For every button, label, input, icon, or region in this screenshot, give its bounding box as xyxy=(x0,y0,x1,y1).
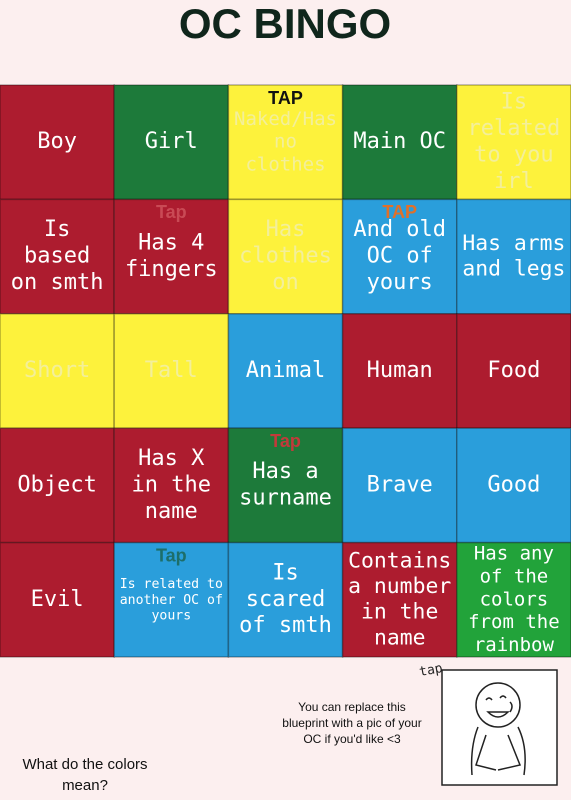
tap-label: Tap xyxy=(270,431,301,451)
cell-text: Animal xyxy=(246,358,325,383)
cell-text: colors xyxy=(480,588,549,610)
note-line: OC if you'd like <3 xyxy=(303,732,401,746)
title: OC BINGO xyxy=(179,0,391,47)
bingo-cell xyxy=(341,198,458,315)
cell-text: Boy xyxy=(37,129,77,154)
cell-text: Has xyxy=(266,217,306,242)
bingo-cell xyxy=(456,198,571,315)
cell-text: no xyxy=(274,131,297,153)
cell-text: yours xyxy=(367,270,433,295)
bingo-cell xyxy=(0,84,115,201)
cell-text: Girl xyxy=(145,129,198,154)
cell-text: on xyxy=(272,270,299,295)
cell-text: Main OC xyxy=(353,129,446,154)
cell-text: fingers xyxy=(125,257,218,282)
cell-text: Good xyxy=(487,472,540,497)
cell-text: based xyxy=(24,244,90,269)
cell-text: Is xyxy=(501,90,528,115)
cell-text: Evil xyxy=(31,587,84,612)
bingo-cell xyxy=(113,427,230,544)
bingo-cell xyxy=(227,198,344,315)
cell-text: yours xyxy=(151,609,191,624)
cell-text: Is related to xyxy=(120,577,223,592)
cell-text: related xyxy=(468,116,561,141)
cell-text: of smth xyxy=(239,613,332,638)
cell-text: OC of xyxy=(367,244,433,269)
note-line: blueprint with a pic of your xyxy=(282,716,421,730)
cell-text: from the xyxy=(468,611,560,633)
bingo-cell xyxy=(0,198,115,315)
bingo-cell xyxy=(0,541,115,658)
cell-text: in the xyxy=(361,600,438,625)
cell-text: name xyxy=(374,625,426,650)
cell-text: another OC of xyxy=(120,593,223,608)
tap-label: Tap xyxy=(156,545,187,565)
cell-text: Has 4 xyxy=(138,230,204,255)
tap-label: TAP xyxy=(268,88,303,108)
cell-text: name xyxy=(145,499,198,524)
cell-text: of the xyxy=(480,566,549,588)
cell-text: a number xyxy=(348,574,451,599)
cell-text: Has any xyxy=(474,543,554,565)
bingo-cell xyxy=(456,84,571,201)
cell-text: surname xyxy=(239,486,332,511)
note-line: You can replace this xyxy=(298,700,406,714)
cell-text: to you xyxy=(474,142,553,167)
cell-text: irl xyxy=(494,169,534,194)
bingo-cell xyxy=(227,313,344,429)
question: What do the colors mean? xyxy=(22,756,147,794)
cell-text: Is xyxy=(44,217,71,242)
cell-text: Brave xyxy=(367,472,433,497)
cell-text: Has arms xyxy=(462,231,565,256)
cell-text: Has X xyxy=(138,446,205,471)
cell-text: and legs xyxy=(462,256,565,281)
doodle xyxy=(470,682,526,776)
bingo-cell xyxy=(0,313,115,429)
cell-text: Is xyxy=(272,560,299,585)
cell-text: rainbow xyxy=(474,634,555,656)
cell-text: Short xyxy=(24,358,90,383)
cell-text: And old xyxy=(353,217,446,242)
bingo-cell xyxy=(456,313,571,429)
bingo-cell xyxy=(0,427,115,544)
cell-text: Food xyxy=(487,358,540,383)
question-line: What do the colors xyxy=(22,756,147,773)
bingo-cell xyxy=(227,541,344,658)
cell-text: on smth xyxy=(11,270,104,295)
cell-text: Tall xyxy=(145,358,198,383)
bingo-cell xyxy=(341,427,458,544)
cell-text: Contains xyxy=(348,548,451,573)
cell-text: Has a xyxy=(252,459,318,484)
cell-text: Human xyxy=(367,358,433,383)
bingo-cell xyxy=(341,84,458,201)
cell-text: Naked/Has xyxy=(234,108,337,130)
bingo-cell xyxy=(227,427,344,544)
question-line: mean? xyxy=(62,777,108,794)
cell-text: clothes xyxy=(239,244,332,269)
tap-scribble: tap xyxy=(418,661,444,680)
cell-text: clothes xyxy=(245,154,325,176)
cell-text: in the xyxy=(132,472,211,497)
cell-text: scared xyxy=(246,587,325,612)
note: You can replace this blueprint with a pic… xyxy=(282,700,421,746)
bingo-cell xyxy=(456,427,571,544)
cell-text: Object xyxy=(17,472,96,497)
bingo-cell xyxy=(113,198,230,315)
bingo-cell xyxy=(113,541,230,658)
bingo-cell xyxy=(227,84,344,201)
tap-label: Tap xyxy=(156,202,187,222)
bingo-cell xyxy=(341,541,458,658)
tap-label: TAP xyxy=(382,202,417,222)
